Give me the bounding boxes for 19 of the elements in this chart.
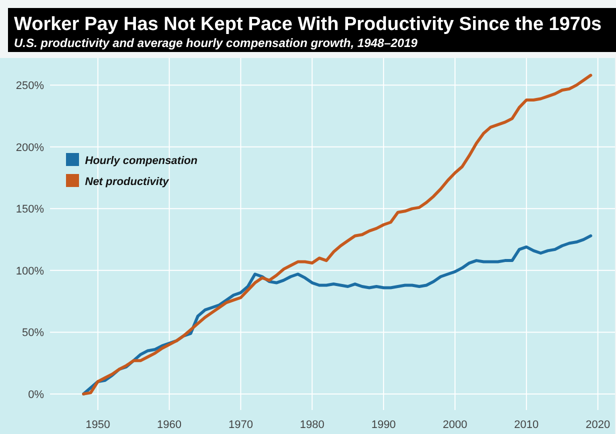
x-tick-label: 2000 xyxy=(442,419,468,431)
chart-subtitle: U.S. productivity and average hourly compensation growth, 1948–2019 xyxy=(14,36,418,50)
legend-label: Hourly compensation xyxy=(85,154,198,167)
y-tick-label: 200% xyxy=(16,142,44,154)
x-tick-label: 1970 xyxy=(228,419,253,431)
x-tick-label: 2020 xyxy=(586,419,610,431)
x-tick-label: 1980 xyxy=(300,419,324,431)
line-series xyxy=(82,74,592,396)
chart-title: Worker Pay Has Not Kept Pace With Productivity Since the 1970s xyxy=(14,14,602,35)
y-tick-label: 150% xyxy=(16,204,44,216)
x-tick-label: 1990 xyxy=(371,419,396,431)
x-tick-label: 2010 xyxy=(514,419,539,431)
y-tick-label: 50% xyxy=(22,327,44,340)
x-tick-label: 1950 xyxy=(86,419,110,431)
y-tick-label: 100% xyxy=(16,265,44,278)
legend-label: Net productivity xyxy=(85,176,170,188)
y-tick-label: 0% xyxy=(28,388,44,401)
y-tick-label: 250% xyxy=(16,80,44,92)
x-tick-label: 1960 xyxy=(157,419,182,431)
